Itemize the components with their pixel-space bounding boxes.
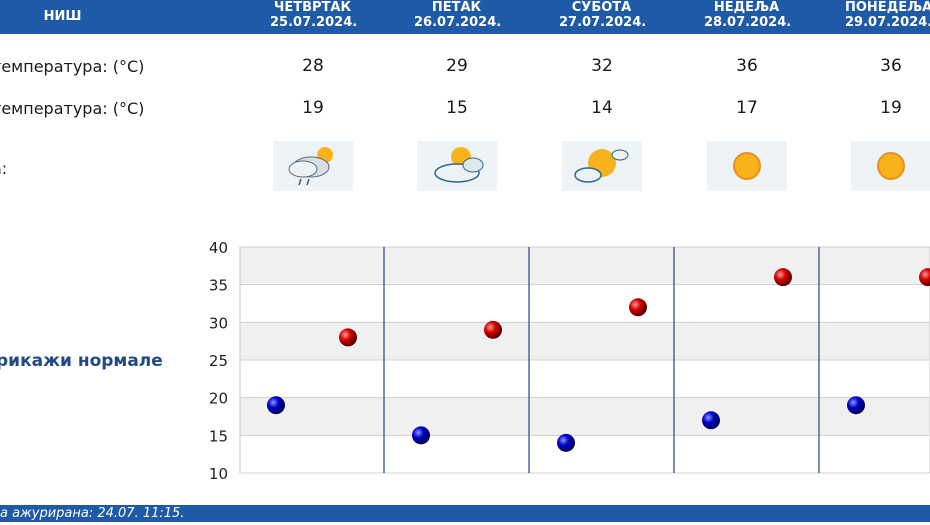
grid-bands — [240, 247, 930, 473]
grid-band — [240, 247, 930, 285]
max-temp-point — [484, 320, 502, 339]
day-date: 29.07.2024. — [845, 15, 930, 30]
grid-band — [240, 435, 930, 473]
y-tick-label: 40 — [209, 239, 228, 257]
y-tick-label: 30 — [209, 314, 228, 332]
min-temp-value: 15 — [446, 98, 468, 118]
max-temp-label: температура: (°C) — [0, 57, 145, 76]
max-temp-value: 28 — [302, 56, 324, 76]
min-temp-value: 17 — [736, 98, 758, 118]
max-temp-value: 36 — [736, 56, 758, 76]
grid-band — [240, 284, 930, 323]
y-tick-label: 20 — [209, 390, 228, 408]
sun-cloud-icon — [417, 141, 497, 191]
grid-lines — [239, 246, 930, 474]
day-date: 25.07.2024. — [270, 15, 358, 30]
min-temp-point — [702, 411, 720, 430]
min-temp-point — [267, 396, 285, 415]
day-name: ЧЕТВРТАК — [273, 0, 352, 15]
max-temp-value: 29 — [446, 56, 468, 76]
day-name: НЕДЕЉА — [713, 0, 780, 15]
cloud-sun-rain-icon — [273, 141, 353, 191]
forecast-header: НИШ ЧЕТВРТАК 25.07.2024. ПЕТАК 26.07.202… — [0, 0, 930, 34]
min-temp-value: 14 — [591, 98, 613, 118]
min-temp-point — [557, 433, 575, 452]
y-tick-label: 35 — [209, 277, 228, 295]
sun-icon — [851, 141, 930, 191]
day-date: 26.07.2024. — [414, 15, 502, 30]
weather-label: а: — [0, 159, 8, 178]
y-tick-label: 10 — [209, 465, 228, 483]
temperature-chart: 10 15 20 25 30 35 40 — [209, 239, 930, 483]
max-temp-point — [919, 268, 930, 287]
max-temp-point — [774, 268, 792, 287]
updated-footer: а ажурирана: 24.07. 11:15. — [0, 505, 930, 522]
day-name: ПЕТАК — [431, 0, 482, 15]
day-header-1: ЧЕТВРТАК 25.07.2024. — [270, 0, 358, 34]
min-temp-value: 19 — [302, 98, 324, 118]
day-date: 27.07.2024. — [559, 15, 647, 30]
max-temp-point — [339, 328, 357, 347]
day-header-2: ПЕТАК 26.07.2024. — [414, 0, 502, 34]
day-dividers — [383, 247, 820, 473]
y-axis-ticks: 10 15 20 25 30 35 40 — [209, 239, 228, 483]
max-temp-point — [629, 298, 647, 317]
day-header-3: СУБОТА 27.07.2024. — [559, 0, 647, 34]
data-points — [267, 268, 930, 452]
show-normals-link[interactable]: рикажи нормале — [0, 351, 163, 371]
day-name: СУБОТА — [571, 0, 632, 15]
max-temp-value: 32 — [591, 56, 613, 76]
day-name: ПОНЕДЕЉА — [845, 0, 930, 15]
day-header-4: НЕДЕЉА 28.07.2024. — [704, 0, 792, 34]
grid-band — [240, 360, 930, 398]
day-header-5: ПОНЕДЕЉА 29.07.2024. — [845, 0, 930, 34]
sun-cloud-icon — [562, 141, 642, 191]
grid-band — [240, 397, 930, 436]
y-tick-label: 15 — [209, 427, 228, 445]
min-temp-value: 19 — [880, 98, 902, 118]
min-temp-label: температура: (°C) — [0, 99, 145, 118]
city-name: НИШ — [43, 9, 82, 24]
min-temp-point — [412, 426, 430, 445]
day-date: 28.07.2024. — [704, 15, 792, 30]
min-temp-point — [847, 396, 865, 415]
max-temp-value: 36 — [880, 56, 902, 76]
y-tick-label: 25 — [209, 352, 228, 370]
sun-icon — [707, 141, 787, 191]
